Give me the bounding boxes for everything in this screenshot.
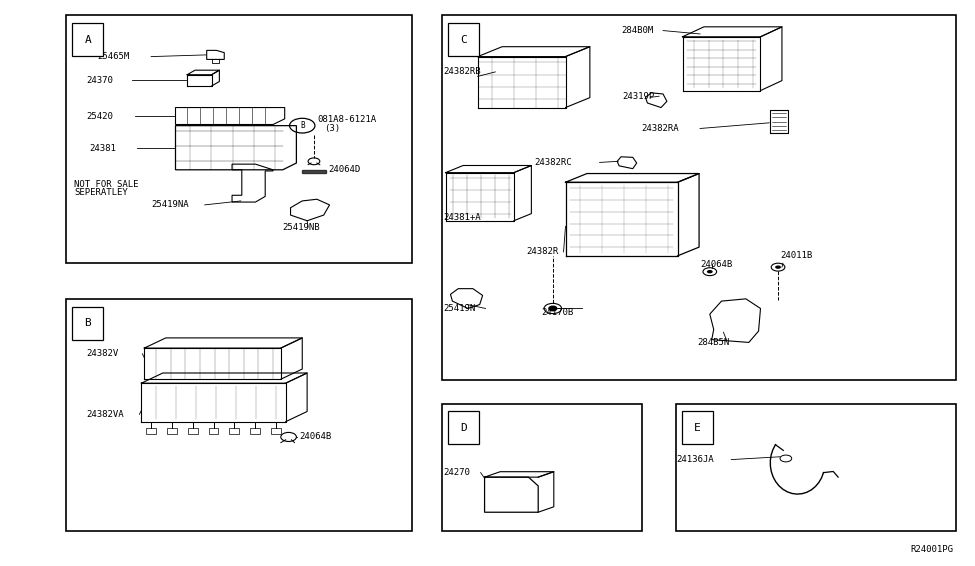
Text: 24382VA: 24382VA [87, 410, 125, 419]
Text: 24381+A: 24381+A [444, 213, 482, 222]
Text: NOT FOR SALE: NOT FOR SALE [74, 180, 138, 189]
Bar [442, 404, 642, 531]
Text: 24382R: 24382R [526, 247, 559, 256]
Bar [66, 15, 412, 263]
Text: B: B [85, 318, 91, 328]
Text: 25419N: 25419N [444, 304, 476, 313]
Text: 24382RB: 24382RB [444, 67, 482, 76]
Text: SEPERATLEY: SEPERATLEY [74, 188, 128, 197]
Text: 25419NB: 25419NB [283, 223, 321, 232]
Bar [72, 307, 103, 340]
Text: R24001PG: R24001PG [911, 544, 954, 554]
Text: 24136JA: 24136JA [677, 455, 715, 464]
Bar [167, 428, 176, 434]
Bar [676, 404, 956, 531]
Text: D: D [460, 423, 466, 433]
Bar [271, 428, 281, 434]
Bar [66, 299, 412, 531]
Circle shape [775, 265, 781, 269]
Text: 25420: 25420 [87, 112, 114, 121]
Bar [682, 411, 713, 444]
Bar [448, 23, 479, 56]
Text: 24064B: 24064B [299, 432, 332, 441]
Bar [442, 15, 956, 380]
Text: 24270: 24270 [444, 468, 471, 477]
Bar [209, 428, 218, 434]
Text: 284B5N: 284B5N [697, 338, 729, 347]
Text: 24011B: 24011B [780, 251, 812, 260]
Text: 24064D: 24064D [329, 165, 361, 174]
Bar [72, 23, 103, 56]
Text: 24370: 24370 [87, 76, 114, 85]
Text: C: C [460, 35, 466, 45]
Bar [448, 411, 479, 444]
Text: 25465M: 25465M [98, 52, 130, 61]
Text: 24382RA: 24382RA [642, 124, 680, 133]
Text: 284B0M: 284B0M [621, 26, 653, 35]
Text: B: B [300, 121, 304, 130]
Text: 081A8-6121A: 081A8-6121A [318, 115, 377, 125]
Text: 24170B: 24170B [541, 308, 573, 318]
Bar [146, 428, 156, 434]
Polygon shape [302, 170, 326, 173]
Text: 24064B: 24064B [700, 260, 732, 269]
Text: 24381: 24381 [90, 144, 117, 153]
Bar [229, 428, 239, 434]
Text: 24382RC: 24382RC [534, 158, 572, 167]
Circle shape [549, 306, 557, 311]
Text: A: A [85, 35, 91, 45]
Circle shape [707, 270, 713, 273]
Text: 24319P: 24319P [622, 92, 654, 101]
Text: (3): (3) [324, 124, 340, 133]
Bar [188, 428, 198, 434]
Text: 25419NA: 25419NA [151, 200, 189, 209]
Text: E: E [694, 423, 700, 433]
Text: 24382V: 24382V [87, 349, 119, 358]
Bar [251, 428, 260, 434]
